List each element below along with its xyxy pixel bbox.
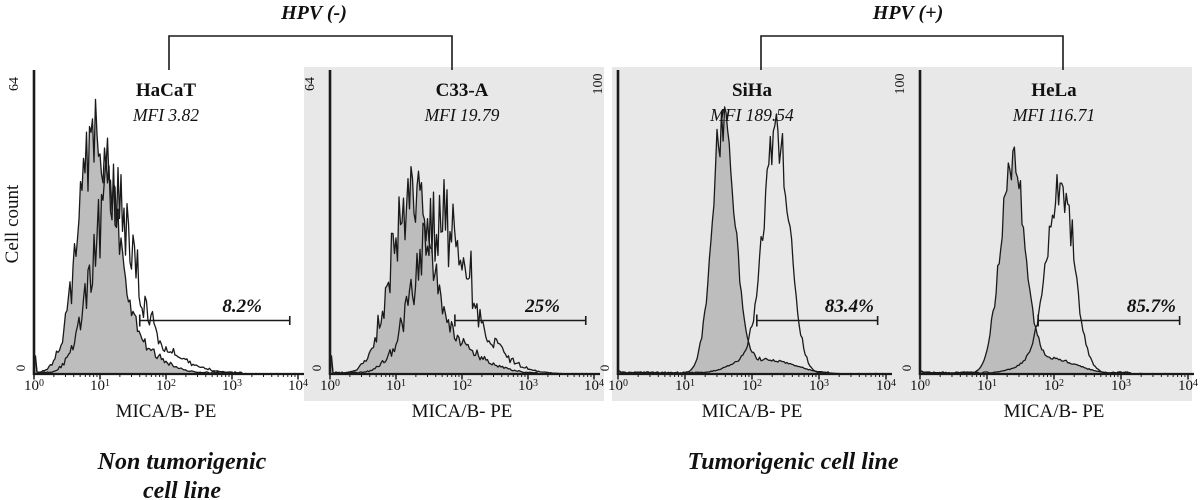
gate-percentage-hacat: 8.2% (222, 296, 262, 317)
x-tick-label: 102 (1044, 378, 1064, 394)
group-label-hpv-positive: HPV (+) (872, 2, 944, 24)
panel-mfi-siha: MFI 189.54 (710, 105, 794, 125)
x-tick-label: 100 (910, 378, 930, 394)
panel-title-hacat: HaCaT (135, 80, 197, 101)
x-tick-label: 103 (809, 378, 829, 394)
x-axis-label-siha: MICA/B- PE (701, 401, 803, 422)
panel-title-siha: SiHa (731, 80, 773, 101)
y-axis-max-label-hacat: 64 (7, 77, 22, 91)
x-axis-label-hacat: MICA/B- PE (115, 401, 217, 422)
x-tick-label: 104 (1178, 378, 1198, 394)
x-tick-label: 104 (876, 378, 896, 394)
x-axis-label-c33a: MICA/B- PE (411, 401, 513, 422)
x-tick-label: 103 (222, 378, 242, 394)
x-tick-label: 102 (452, 378, 472, 394)
x-tick-label: 101 (90, 378, 110, 394)
caption-line: cell line (143, 478, 221, 500)
x-tick-label: 104 (584, 378, 604, 394)
y-axis-max-label-c33a: 64 (303, 77, 318, 91)
caption-non-tumorigenic: Non tumorigenic cell line (22, 448, 342, 500)
x-tick-label: 100 (24, 378, 44, 394)
y-axis-max-label-siha: 100 (591, 73, 606, 95)
x-tick-label: 102 (156, 378, 176, 394)
gate-percentage-siha: 83.4% (824, 296, 874, 317)
y-axis-title: Cell count (2, 184, 23, 264)
panel-title-c33a: C33-A (435, 80, 489, 101)
x-tick-label: 100 (320, 378, 340, 394)
x-tick-label: 103 (518, 378, 538, 394)
group-label-hpv-negative: HPV (-) (281, 2, 347, 24)
panel-title-hela: HeLa (1031, 80, 1077, 101)
x-tick-label: 104 (288, 378, 308, 394)
x-tick-label: 101 (386, 378, 406, 394)
x-tick-label: 100 (608, 378, 628, 394)
x-tick-label: 101 (675, 378, 695, 394)
gate-percentage-hela: 85.7% (1126, 296, 1176, 317)
panel-mfi-c33a: MFI 19.79 (424, 105, 500, 125)
gate-percentage-c33a: 25% (525, 296, 560, 317)
x-tick-label: 102 (742, 378, 762, 394)
panel-mfi-hacat: MFI 3.82 (132, 105, 200, 125)
x-tick-label: 103 (1111, 378, 1131, 394)
x-tick-label: 101 (977, 378, 997, 394)
panel-mfi-hela: MFI 116.71 (1012, 105, 1096, 125)
caption-line: Non tumorigenic (97, 449, 267, 475)
y-axis-max-label-hela: 100 (893, 73, 908, 95)
caption-tumorigenic: Tumorigenic cell line (687, 449, 899, 475)
x-axis-label-hela: MICA/B- PE (1003, 401, 1105, 422)
